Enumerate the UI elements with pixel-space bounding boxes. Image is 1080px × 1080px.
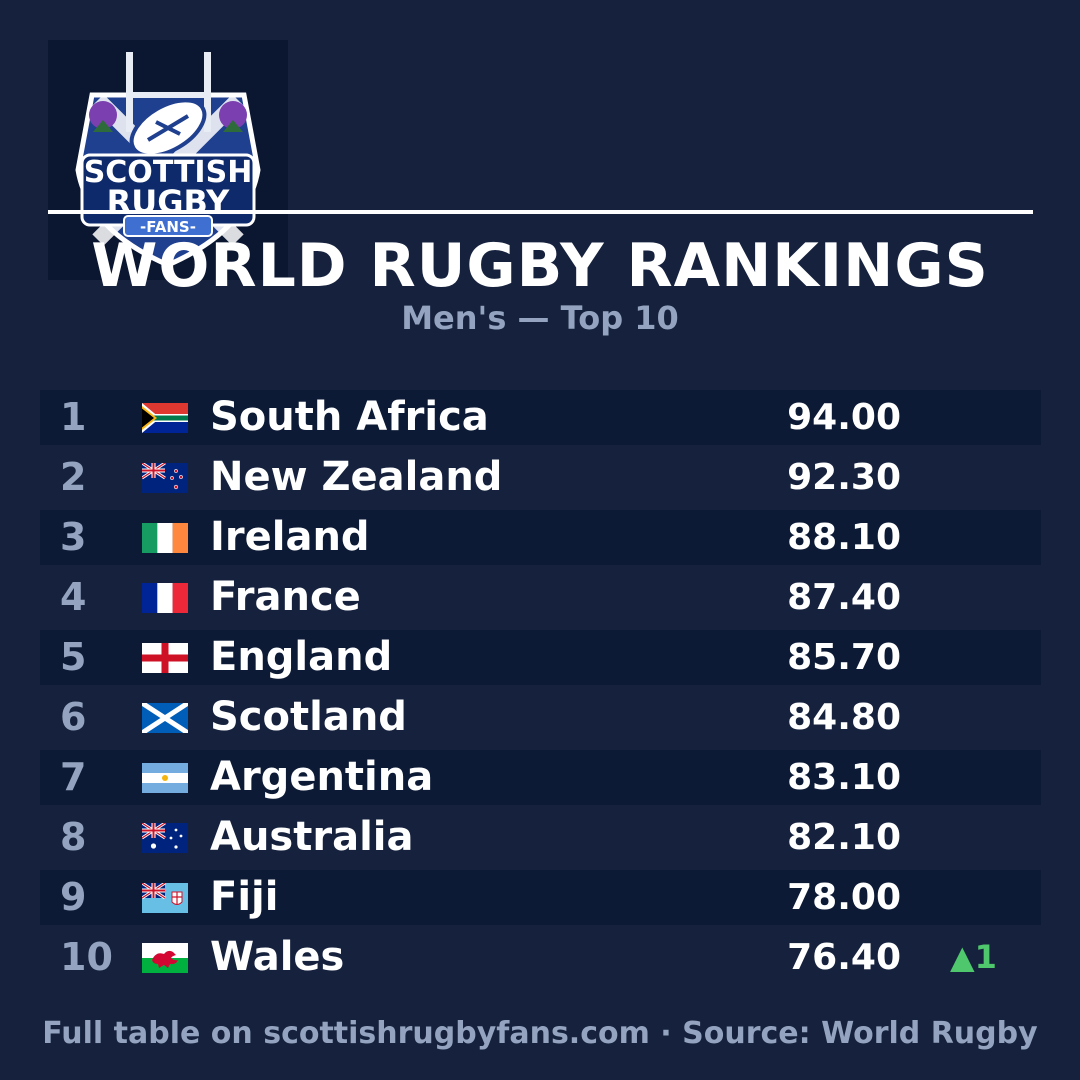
team-points: 83.10 <box>787 757 901 798</box>
team-name: Scotland <box>210 694 407 740</box>
ranking-row: 4 France 87.40 <box>40 570 1041 625</box>
flag-new-zealand-icon <box>142 463 188 493</box>
flag-argentina-icon <box>142 763 188 793</box>
team-name: Ireland <box>210 514 370 560</box>
ranking-row: 3 Ireland 88.10 <box>40 510 1041 565</box>
logo-line2: RUGBY <box>107 183 231 221</box>
logo-line3: -FANS- <box>140 218 196 236</box>
rank-number: 6 <box>60 695 87 739</box>
ranking-row: 5 England 85.70 <box>40 630 1041 685</box>
rank-number: 2 <box>60 455 87 499</box>
rank-movement: ▲1 <box>950 938 997 976</box>
ranking-row: 7 Argentina 83.10 <box>40 750 1041 805</box>
team-name: New Zealand <box>210 454 503 500</box>
team-points: 87.40 <box>787 577 901 618</box>
rank-number: 7 <box>60 755 87 799</box>
flag-england-icon <box>142 643 188 673</box>
team-name: Australia <box>210 814 414 860</box>
flag-south-africa-icon <box>142 403 188 433</box>
footer-source: Full table on scottishrugbyfans.com · So… <box>42 1016 1038 1051</box>
rank-number: 4 <box>60 575 87 619</box>
flag-ireland-icon <box>142 523 188 553</box>
rank-number: 5 <box>60 635 87 679</box>
team-points: 84.80 <box>787 697 901 738</box>
flag-australia-icon <box>142 823 188 853</box>
team-name: Wales <box>210 934 345 980</box>
team-points: 76.40 <box>787 937 901 978</box>
team-name: England <box>210 634 393 680</box>
team-points: 78.00 <box>787 877 901 918</box>
rank-number: 10 <box>60 935 113 979</box>
rankings-table: 1 South Africa 94.00 2 <box>40 390 1041 990</box>
rank-number: 9 <box>60 875 87 919</box>
page-subtitle: Men's — Top 10 <box>401 299 679 337</box>
team-name: Fiji <box>210 874 279 920</box>
flag-fiji-icon <box>142 883 188 913</box>
ranking-row: 9 Fiji 78.00 <box>40 870 1041 925</box>
team-name: France <box>210 574 361 620</box>
flag-france-icon <box>142 583 188 613</box>
page-title: WORLD RUGBY RANKINGS <box>91 231 989 301</box>
team-name: South Africa <box>210 394 489 440</box>
team-name: Argentina <box>210 754 434 800</box>
team-points: 82.10 <box>787 817 901 858</box>
logo-line1: SCOTTISH <box>84 155 253 190</box>
ranking-row: 8 Australia 82.10 <box>40 810 1041 865</box>
team-points: 92.30 <box>787 457 901 498</box>
rank-number: 1 <box>60 395 87 439</box>
ranking-row: 2 New Zealand 92.30 <box>40 450 1041 505</box>
flag-scotland-icon <box>142 703 188 733</box>
rank-number: 3 <box>60 515 87 559</box>
ranking-row: 6 Scotland 84.80 <box>40 690 1041 745</box>
scottish-rugby-fans-logo: SCOTTISH RUGBY -FANS- <box>48 40 288 280</box>
team-points: 88.10 <box>787 517 901 558</box>
flag-wales-icon <box>142 943 188 973</box>
team-points: 85.70 <box>787 637 901 678</box>
rank-number: 8 <box>60 815 87 859</box>
ranking-row: 1 South Africa 94.00 <box>40 390 1041 445</box>
header-divider <box>48 210 1033 214</box>
ranking-row: 10 Wales 76.40 ▲1 <box>40 930 1041 985</box>
team-points: 94.00 <box>787 397 901 438</box>
